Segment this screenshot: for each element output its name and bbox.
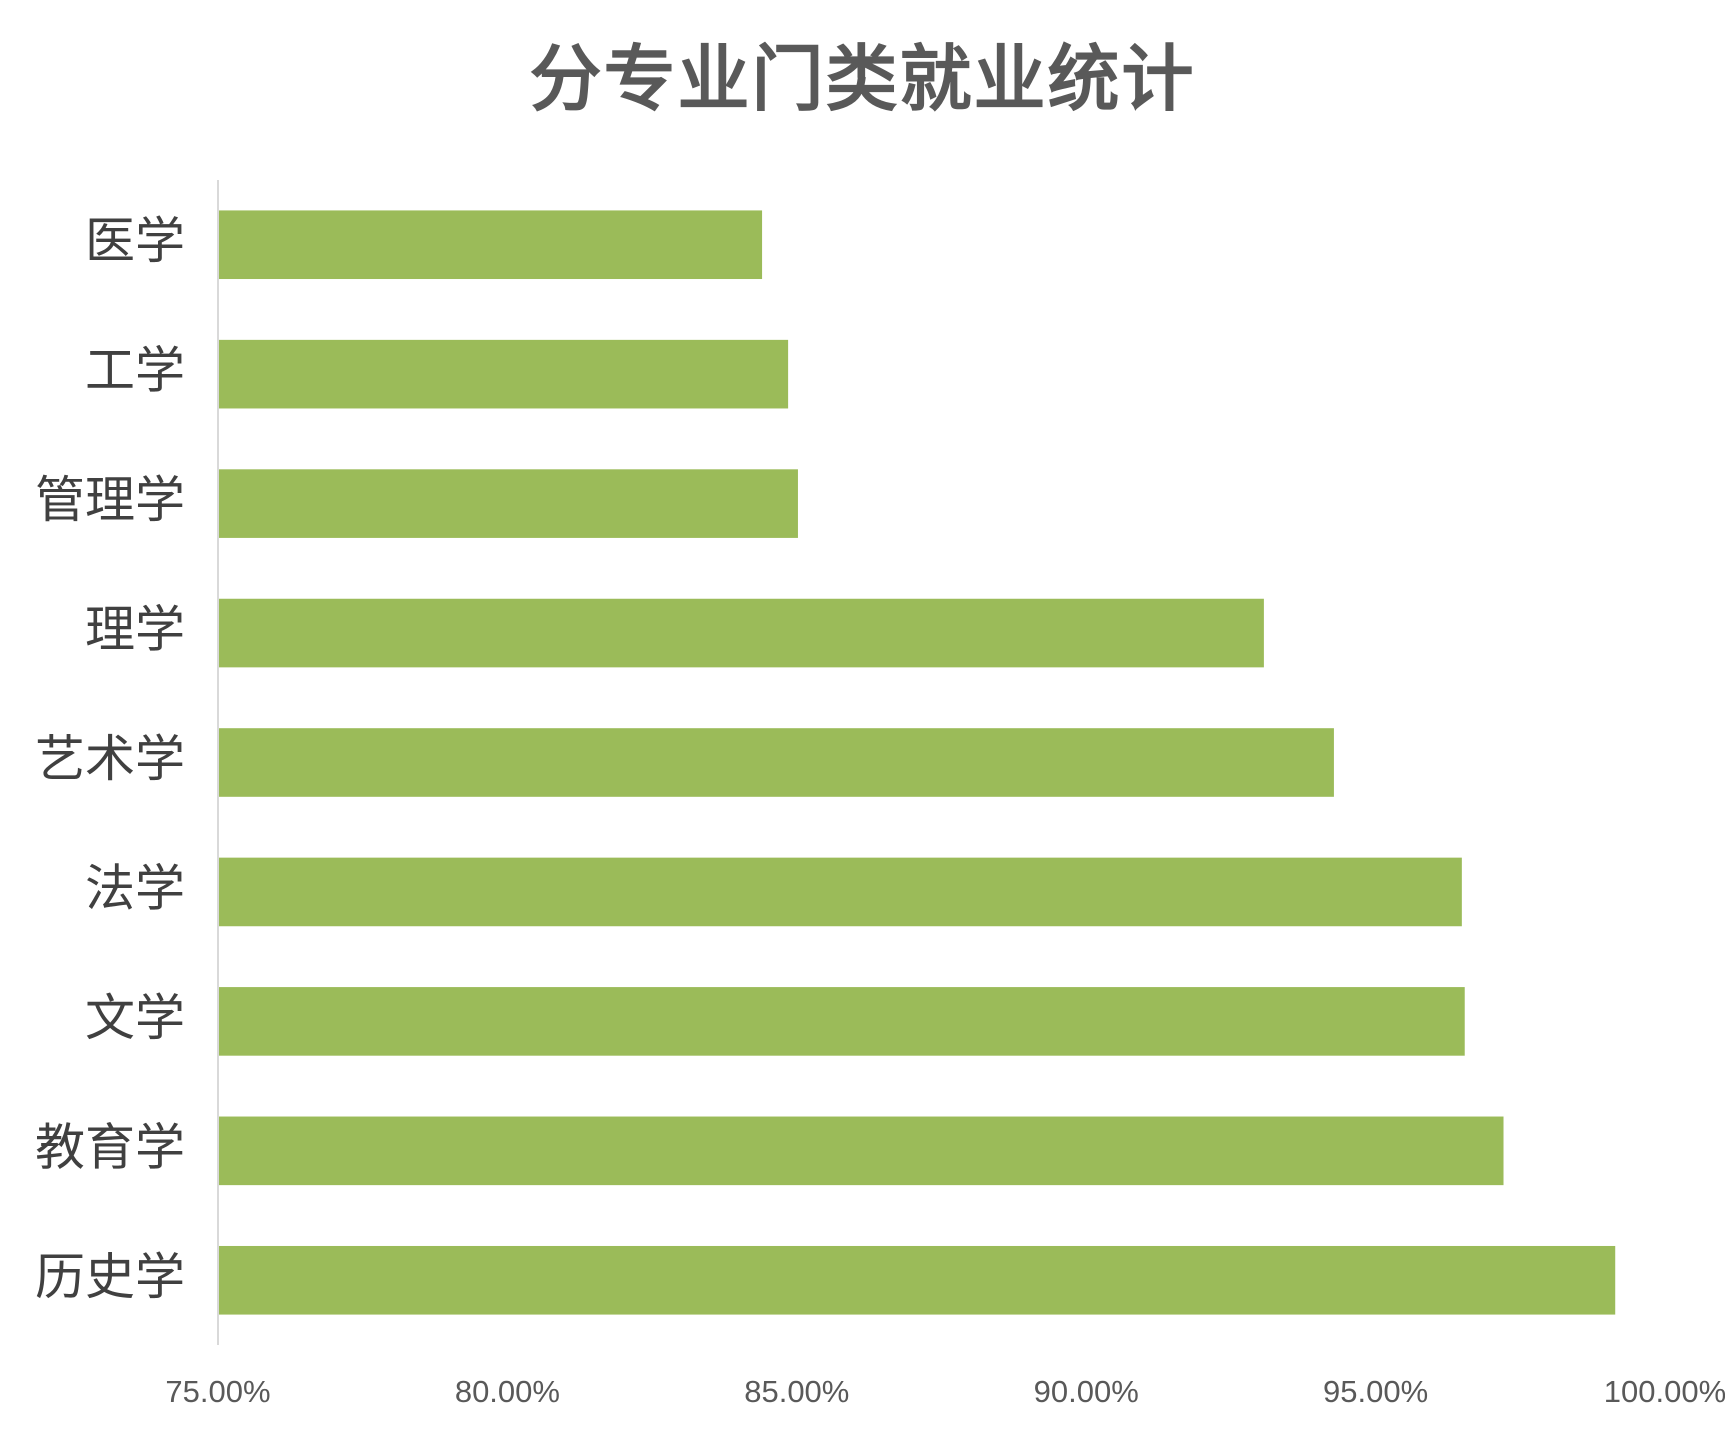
category-label-8: 历史学 bbox=[35, 1248, 185, 1306]
bars-group bbox=[219, 210, 1616, 1315]
bar-4 bbox=[219, 728, 1334, 797]
x-tick-label-2: 85.00% bbox=[744, 1374, 849, 1409]
x-tick-label-0: 75.00% bbox=[165, 1374, 270, 1409]
bar-3 bbox=[219, 598, 1264, 668]
x-tick-label-4: 95.00% bbox=[1323, 1374, 1428, 1409]
category-label-7: 教育学 bbox=[35, 1118, 185, 1176]
category-label-1: 工学 bbox=[85, 342, 185, 400]
bar-0 bbox=[219, 210, 763, 280]
x-tick-label-1: 80.00% bbox=[455, 1374, 560, 1409]
category-label-5: 法学 bbox=[85, 859, 185, 917]
category-label-3: 理学 bbox=[85, 601, 185, 659]
bar-6 bbox=[219, 987, 1465, 1056]
category-label-4: 艺术学 bbox=[35, 730, 185, 788]
x-tick-labels: 75.00% 80.00% 85.00% 90.00% 95.00% 100.00% bbox=[165, 1374, 1725, 1409]
chart-title: 分专业门类就业统计 bbox=[529, 36, 1196, 121]
bar-8 bbox=[219, 1245, 1616, 1315]
bar-2 bbox=[219, 469, 798, 538]
bar-7 bbox=[219, 1116, 1504, 1186]
category-label-0: 医学 bbox=[85, 212, 185, 270]
x-tick-label-5: 100.00% bbox=[1604, 1374, 1725, 1409]
category-label-6: 文学 bbox=[85, 989, 185, 1047]
x-tick-label-3: 90.00% bbox=[1034, 1374, 1139, 1409]
bar-5 bbox=[219, 857, 1462, 927]
bar-1 bbox=[219, 339, 789, 409]
category-label-2: 管理学 bbox=[35, 471, 185, 529]
